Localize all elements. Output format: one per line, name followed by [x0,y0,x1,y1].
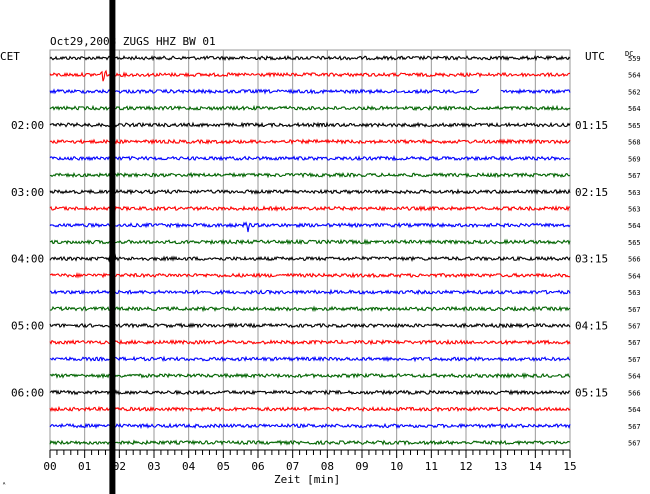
left-axis-title: CET [0,50,20,63]
right-axis-title: UTC [585,50,605,63]
dc-value: 565 [628,122,641,130]
trace-5 [49,138,571,145]
dc-value: 567 [628,356,641,364]
trace-8 [49,188,571,196]
trace-18 [49,355,571,363]
x-tick-label: 11 [425,460,438,473]
x-tick-label: 10 [390,460,403,473]
chart-title: Oct29,2008 ZUGS HHZ BW 01 [50,35,216,48]
dc-value: 565 [628,239,641,247]
x-tick-label: 09 [355,460,368,473]
dc-value: 567 [628,440,641,448]
right-time-label: 04:15 [575,320,608,333]
trace-0 [49,54,571,62]
x-tick-label: 02 [113,460,126,473]
left-time-label: 02:00 [11,119,44,132]
right-time-label: 01:15 [575,119,608,132]
x-tick-label: 07 [286,460,299,473]
right-time-label: 03:15 [575,253,608,266]
grid-lines [49,49,571,451]
dc-value: 568 [628,139,641,147]
trace-4 [49,121,571,129]
x-tick-label: 06 [251,460,264,473]
trace-10 [49,221,571,233]
x-tick-label: 08 [321,460,334,473]
dc-value: 567 [628,339,641,347]
trace-3 [49,104,571,112]
dc-value: 566 [628,389,641,397]
x-tick-label: 13 [494,460,507,473]
dc-value: 563 [628,189,641,197]
trace-16 [49,322,571,329]
right-time-label: 02:15 [575,186,608,199]
trace-2 [49,88,571,95]
corner-mark: ᴬ [2,480,6,489]
dc-value: 567 [628,306,641,314]
trace-20 [49,389,571,396]
trace-13 [49,271,571,279]
dc-value: 564 [628,272,641,280]
x-tick-label: 14 [529,460,543,473]
trace-9 [49,205,571,212]
dc-value: 564 [628,222,641,230]
x-tick-label: 04 [182,460,196,473]
x-tick-label: 03 [147,460,160,473]
right-time-label: 05:15 [575,386,608,399]
x-axis: 00 01 02 03 04 05 06 07 08 09 10 11 12 13 14 15 [43,449,577,473]
trace-11 [49,238,571,246]
x-tick-label: 15 [563,460,576,473]
dc-value: 564 [628,373,641,381]
left-time-label: 04:00 [11,253,44,266]
x-tick-label: 01 [78,460,91,473]
dc-value: 564 [628,105,641,113]
dc-value: 563 [628,289,641,297]
x-tick-label: 05 [217,460,230,473]
dc-value: 564 [628,406,641,414]
dc-value: 564 [628,72,641,80]
dc-value: 563 [628,205,641,213]
trace-23 [49,439,571,446]
trace-15 [49,305,571,313]
left-time-label: 05:00 [11,320,44,333]
left-time-label: 03:00 [11,186,44,199]
dc-value: 567 [628,323,641,331]
trace-14 [49,288,571,296]
dc-value: 567 [628,172,641,180]
dc-value: 559 [628,55,641,63]
trace-6 [49,154,571,162]
saturated-trace [109,0,116,494]
seismic-traces [49,0,571,494]
trace-19 [49,372,571,380]
left-time-label: 06:00 [11,386,44,399]
x-tick-label: 12 [459,460,472,473]
trace-22 [49,422,571,430]
trace-21 [49,405,571,413]
trace-12 [49,250,571,265]
trace-17 [49,338,571,346]
dc-title: DC [625,50,633,58]
chart-labels: 559 564 562 564 565 568 569 567 563 563 564 565 566 5… [11,55,641,448]
dc-value: 562 [628,88,641,96]
x-axis-label: Zeit [min] [274,473,340,486]
trace-1 [49,69,571,82]
trace-7 [49,171,571,179]
dc-value: 566 [628,256,641,264]
dc-value: 569 [628,155,641,163]
dc-value: 567 [628,423,641,431]
x-tick-label: 00 [43,460,56,473]
